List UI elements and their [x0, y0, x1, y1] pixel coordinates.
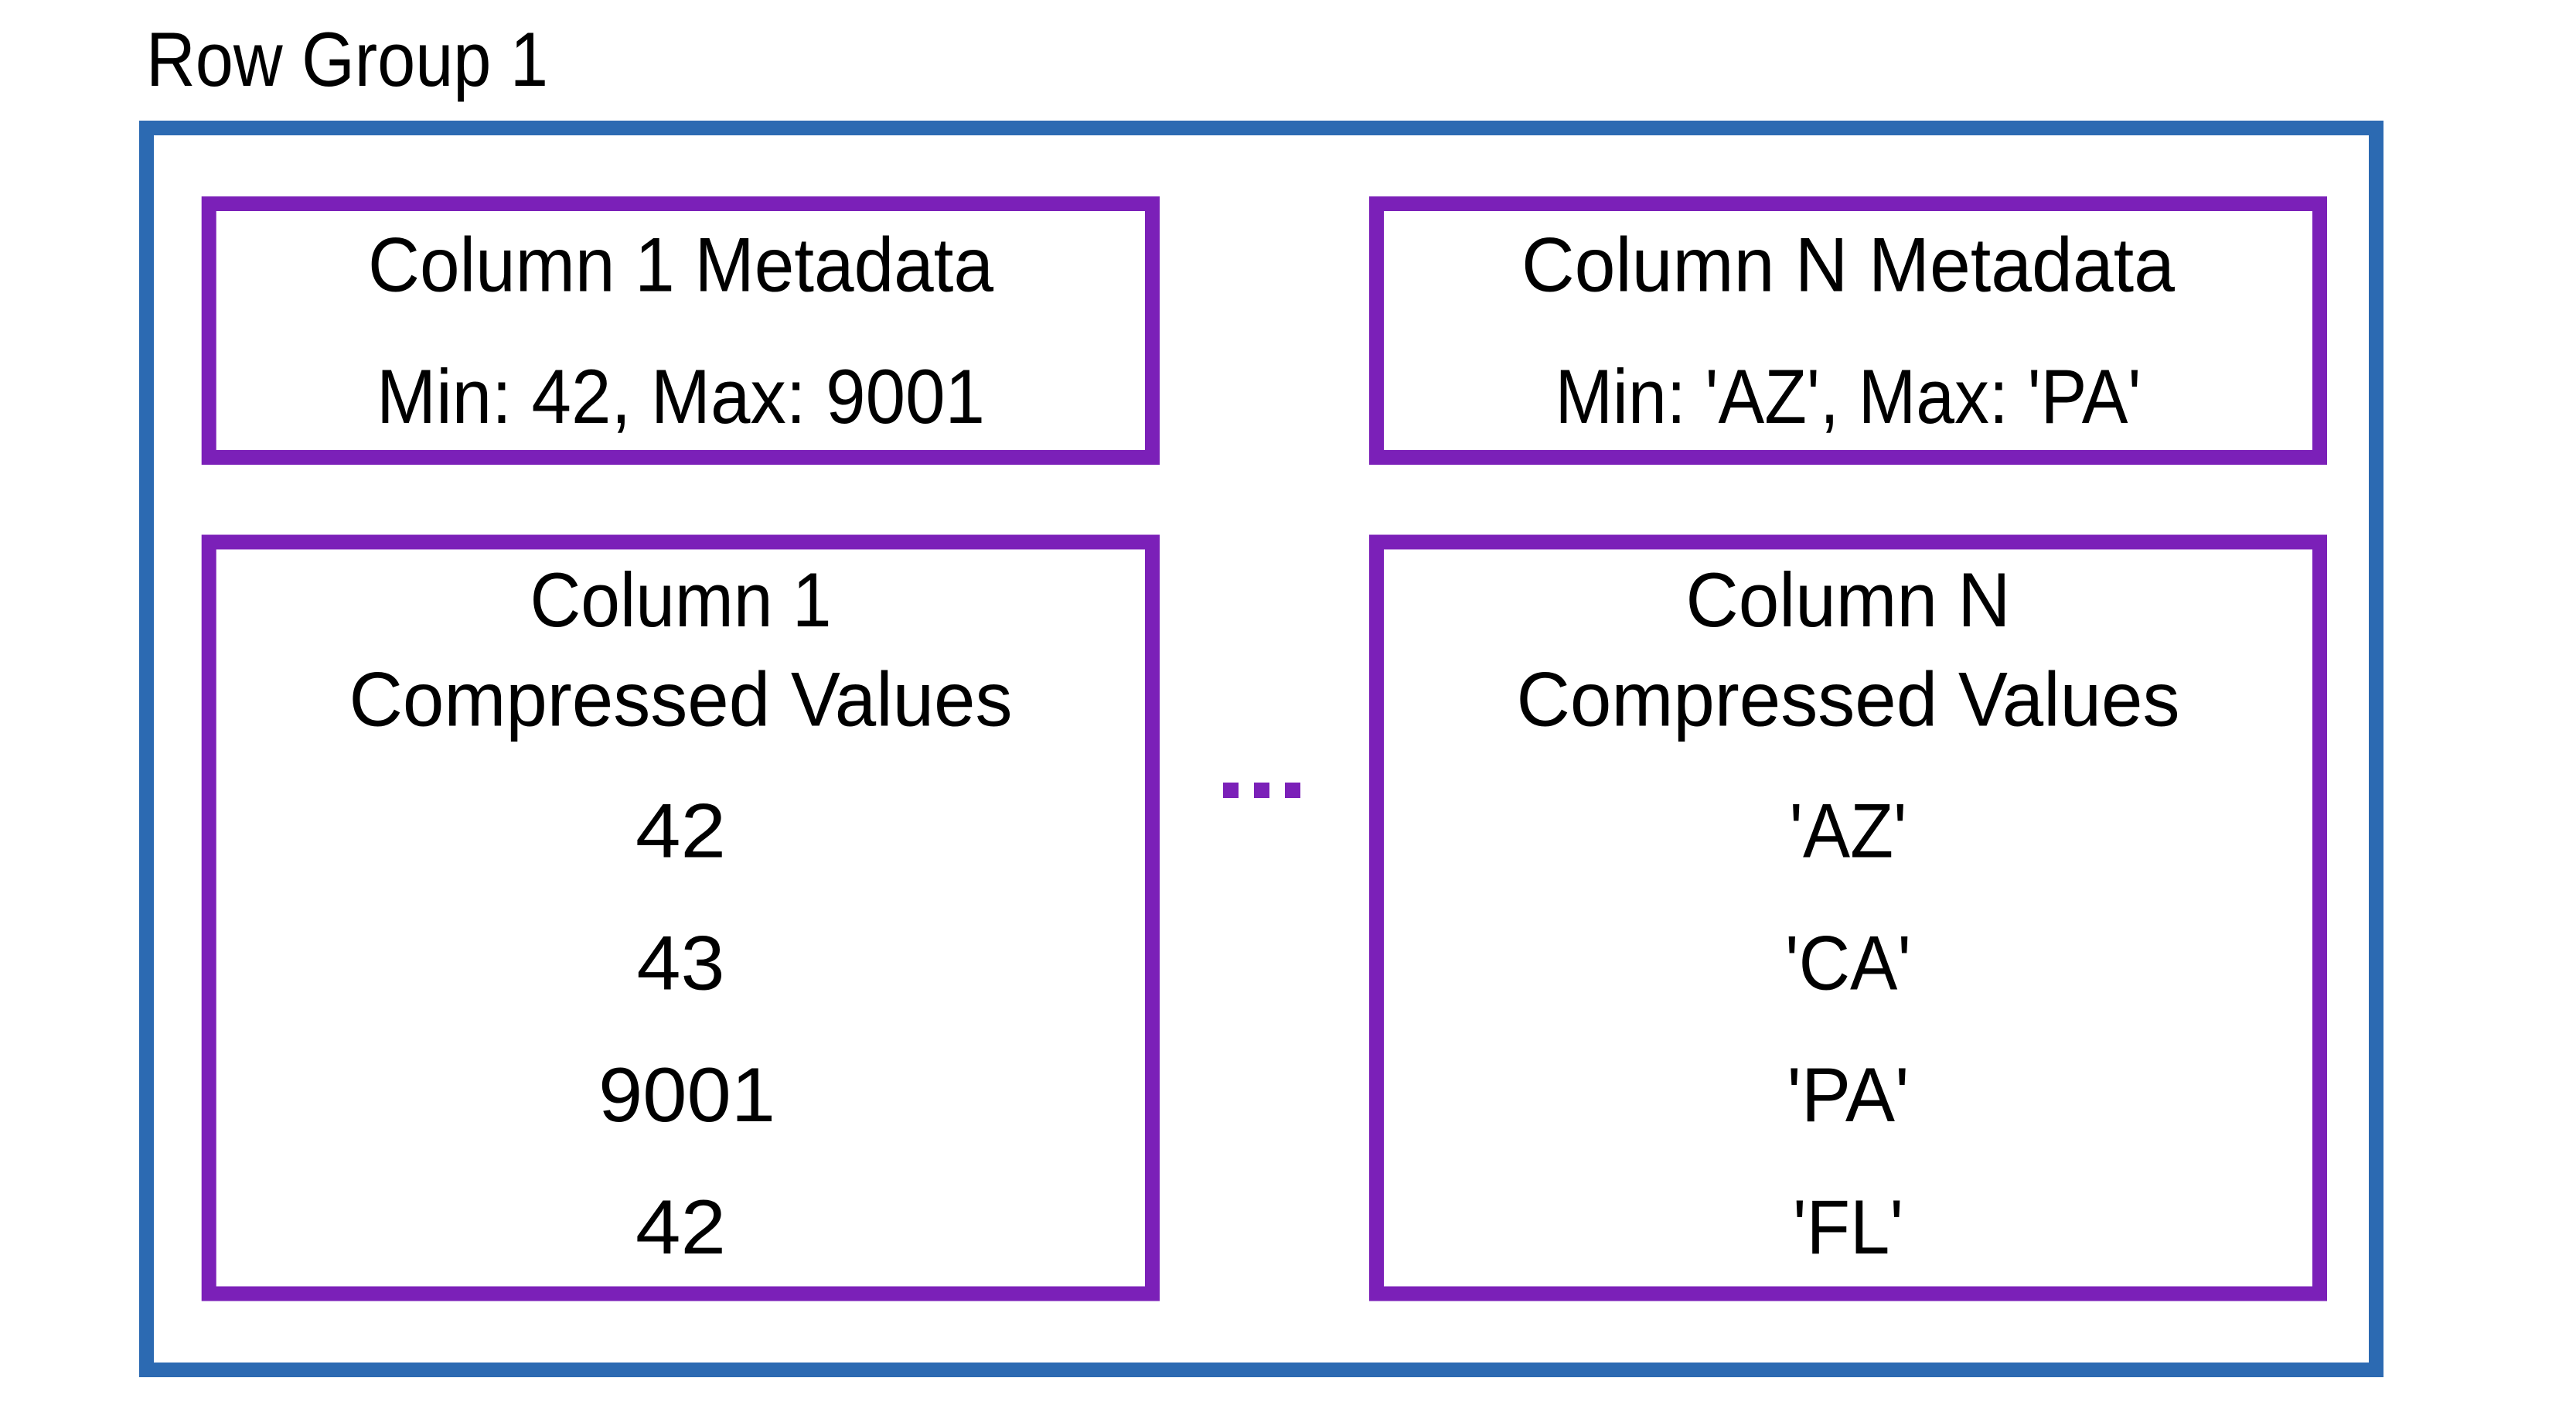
svg-text:'AZ': 'AZ': [1790, 788, 1907, 874]
svg-text:42: 42: [635, 1184, 726, 1270]
svg-text:'CA': 'CA': [1785, 920, 1911, 1006]
svg-text:Min: 42, Max: 9001: Min: 42, Max: 9001: [377, 353, 985, 439]
svg-text:Min: 'AZ', Max: 'PA': Min: 'AZ', Max: 'PA': [1555, 353, 2142, 439]
svg-text:'FL': 'FL': [1793, 1184, 1903, 1270]
svg-text:Column 1: Column 1: [530, 557, 832, 643]
svg-text:9001: 9001: [598, 1052, 775, 1137]
svg-text:Column N: Column N: [1686, 557, 2011, 643]
svg-text:'PA': 'PA': [1787, 1052, 1910, 1137]
svg-text:43: 43: [637, 920, 725, 1006]
svg-text:Column N Metadata: Column N Metadata: [1521, 222, 2176, 308]
svg-text:Column 1 Metadata: Column 1 Metadata: [368, 222, 994, 308]
svg-text:Compressed Values: Compressed Values: [1517, 657, 2180, 742]
svg-text:Compressed Values: Compressed Values: [349, 657, 1013, 742]
svg-text:Row Group 1: Row Group 1: [146, 16, 548, 102]
svg-text:42: 42: [635, 788, 726, 874]
